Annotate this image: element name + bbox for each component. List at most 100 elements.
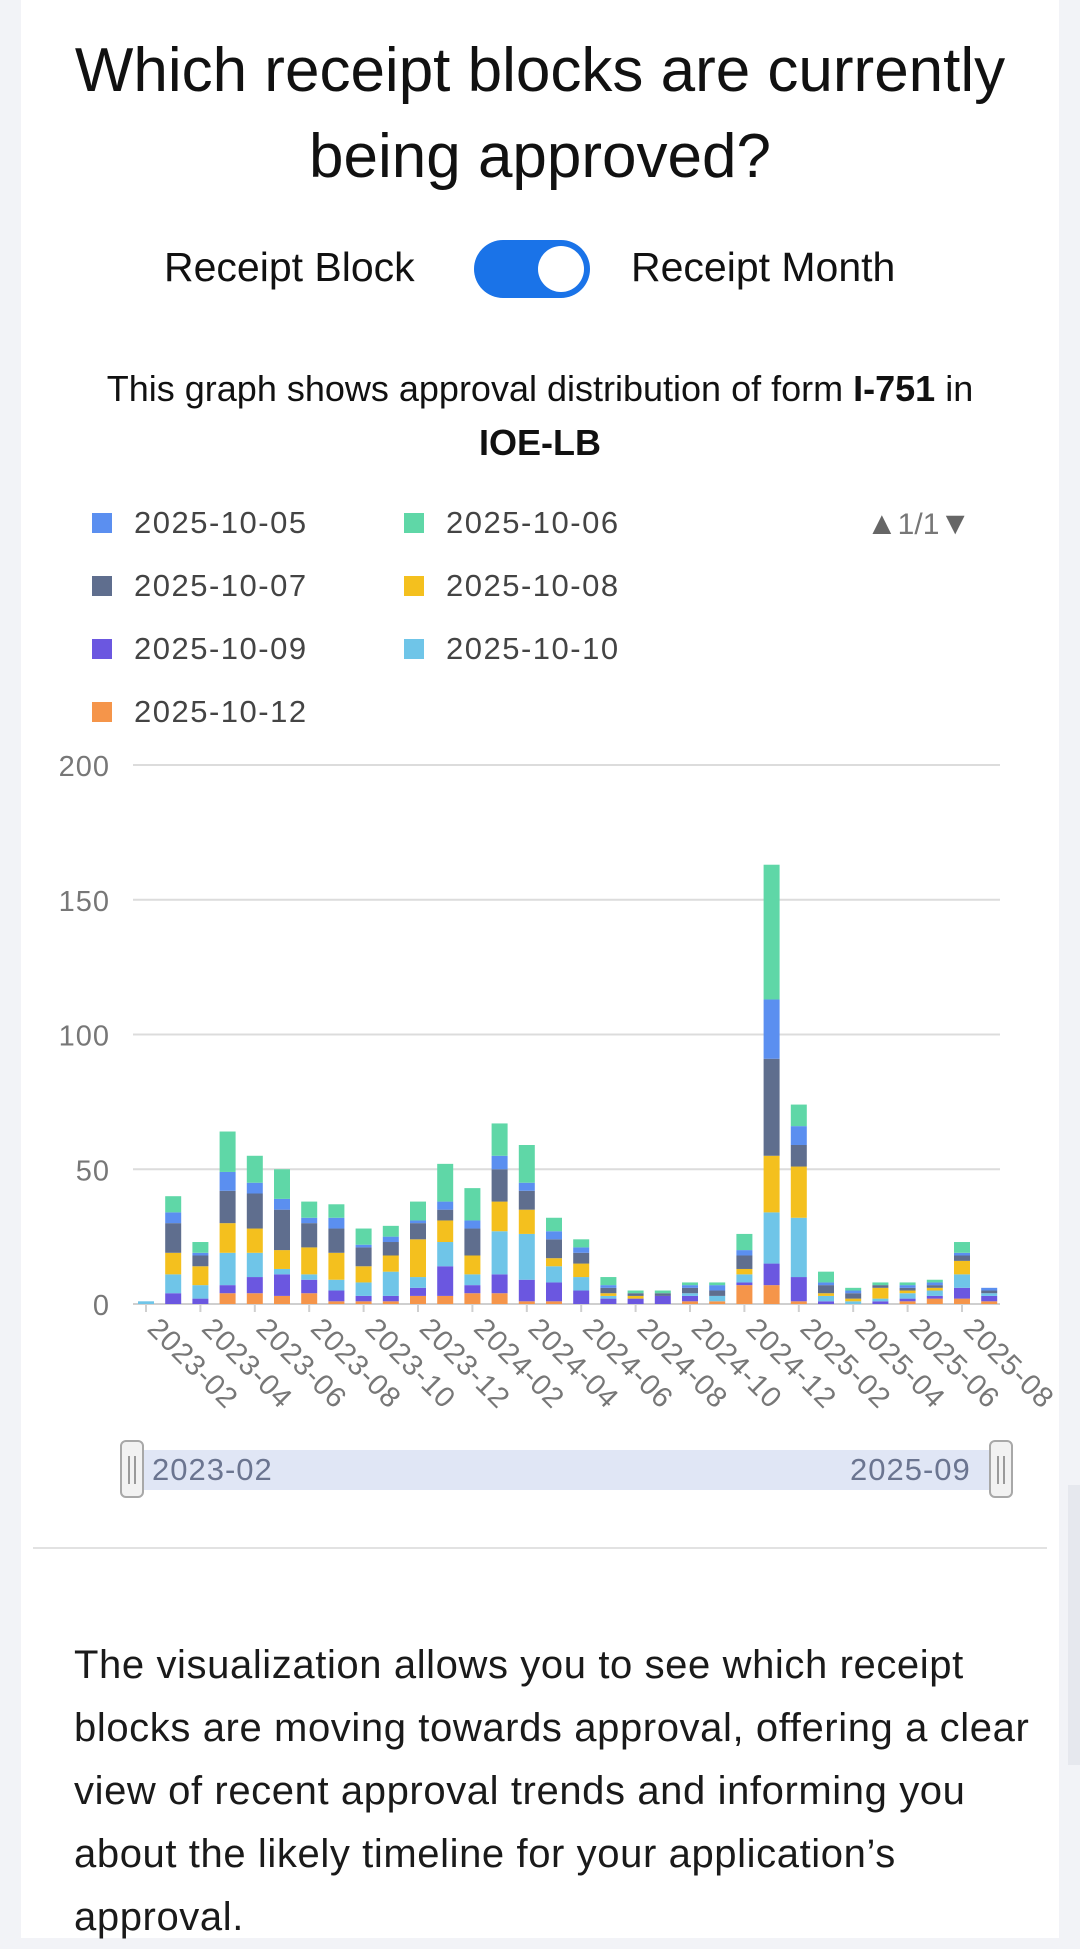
bar-segment <box>301 1293 318 1304</box>
bar-segment <box>382 1271 399 1296</box>
subtitle-mid: in <box>945 368 974 409</box>
bar-segment <box>328 1301 345 1304</box>
bar-segment <box>246 1182 263 1194</box>
bar-segment <box>437 1266 454 1296</box>
bar-segment <box>845 1293 862 1299</box>
y-tick-label: 0 <box>93 1290 110 1322</box>
bar-segment <box>546 1258 562 1267</box>
bar-segment <box>165 1274 182 1294</box>
legend-swatch <box>404 576 424 596</box>
view-toggle-switch[interactable] <box>474 240 590 298</box>
range-start-handle[interactable] <box>120 1440 144 1498</box>
bar-segment <box>926 1287 943 1291</box>
bar-segment <box>219 1293 236 1304</box>
bar-segment <box>818 1282 834 1286</box>
bar-segment <box>546 1282 562 1302</box>
range-end-handle[interactable] <box>989 1440 1013 1498</box>
bar-segment <box>600 1298 617 1304</box>
bar-segment <box>736 1250 753 1256</box>
bar-segment <box>301 1217 318 1224</box>
bar-segment <box>546 1239 562 1259</box>
bar-segment <box>464 1255 481 1275</box>
page-title: Which receipt blocks are currently being… <box>74 36 1006 191</box>
bar-segment <box>654 1293 671 1296</box>
section-divider <box>33 1547 1047 1549</box>
bar-segment <box>682 1295 698 1302</box>
bar-segment <box>328 1290 345 1302</box>
legend-label: 2025-10-06 <box>446 505 620 540</box>
legend-label: 2025-10-12 <box>134 694 308 729</box>
bar-segment <box>464 1188 481 1221</box>
bar-segment <box>954 1260 970 1275</box>
bar-segment <box>736 1268 753 1275</box>
bar-segment <box>899 1287 916 1291</box>
bar-segment <box>573 1263 590 1278</box>
chart-description: The visualization allows you to see whic… <box>74 1643 1030 1939</box>
bar-segment <box>546 1231 562 1240</box>
bar-segment <box>219 1252 236 1286</box>
bar-segment <box>546 1217 562 1232</box>
legend-label: 2025-10-08 <box>446 568 620 603</box>
bar-segment <box>219 1223 236 1253</box>
legend-page-up-icon[interactable]: ▲ <box>866 505 898 541</box>
bar-segment <box>491 1274 508 1294</box>
bar-segment <box>355 1295 372 1302</box>
bar-segment <box>790 1166 807 1218</box>
bar-segment <box>573 1290 590 1304</box>
bar-segment <box>926 1279 943 1283</box>
legend-page-down-icon[interactable]: ▼ <box>939 505 972 541</box>
bar-segment <box>763 1155 780 1213</box>
bar-segment <box>192 1298 209 1304</box>
bar-segment <box>763 1263 780 1286</box>
bar-segment <box>165 1252 182 1275</box>
bar-segment <box>790 1126 807 1145</box>
bar-segment <box>464 1293 481 1304</box>
bar-segment <box>274 1274 290 1296</box>
y-tick-label: 200 <box>59 751 110 783</box>
bar-segment <box>437 1295 454 1304</box>
bar-segment <box>437 1220 454 1243</box>
bar-segment <box>845 1298 862 1302</box>
legend-swatch <box>404 513 424 533</box>
bar-segment <box>763 1285 780 1304</box>
bar-segment <box>437 1163 454 1202</box>
bar-segment <box>763 1212 780 1264</box>
bar-segment <box>763 999 780 1059</box>
bar-segment <box>736 1285 753 1304</box>
bar-segment <box>763 1058 780 1156</box>
bar-segment <box>410 1239 426 1278</box>
bar-segment <box>437 1242 454 1267</box>
bar-segment <box>818 1293 834 1296</box>
bar-segment <box>954 1298 970 1304</box>
bar-segment <box>464 1274 481 1286</box>
bar-segment <box>872 1301 889 1304</box>
content-card <box>21 0 1059 1938</box>
bar-segment <box>790 1217 807 1278</box>
bar-segment <box>355 1247 372 1267</box>
bar-segment <box>464 1220 481 1229</box>
bar-segment <box>328 1252 345 1280</box>
bar-segment <box>274 1268 290 1275</box>
bar-segment <box>464 1228 481 1256</box>
bar-segment <box>165 1212 182 1224</box>
bar-segment <box>981 1301 998 1304</box>
bar-segment <box>301 1223 318 1248</box>
bar-segment <box>954 1274 970 1288</box>
bar-segment <box>627 1298 644 1304</box>
toggle-label-receipt-block[interactable]: Receipt Block <box>164 244 415 290</box>
bar-segment <box>954 1287 970 1299</box>
legend-swatch <box>404 639 424 659</box>
bar-segment <box>627 1290 644 1294</box>
bar-segment <box>328 1279 345 1291</box>
bar-segment <box>627 1293 644 1296</box>
toggle-label-receipt-month[interactable]: Receipt Month <box>631 244 896 290</box>
bar-segment <box>301 1247 318 1275</box>
bar-segment <box>736 1282 753 1286</box>
bar-segment <box>437 1209 454 1221</box>
legend-swatch <box>92 513 112 533</box>
bar-segment <box>219 1131 236 1172</box>
date-range-slider-track[interactable] <box>135 1450 1001 1490</box>
bar-segment <box>192 1255 209 1267</box>
legend-pager: ▲1/1▼ <box>866 505 971 542</box>
bar-segment <box>818 1295 834 1302</box>
